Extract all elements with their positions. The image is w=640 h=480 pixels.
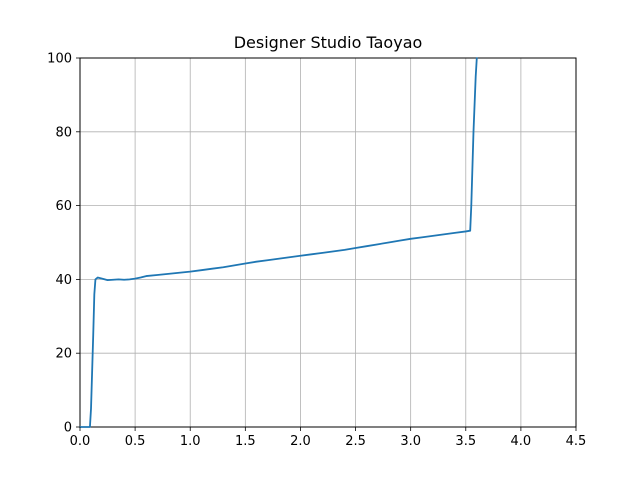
series-layer (79, 57, 478, 428)
x-tick-label: 1.5 (235, 434, 256, 449)
x-tick-label: 4.5 (566, 434, 587, 449)
chart-title: Designer Studio Taoyao (234, 33, 423, 52)
x-tick-label: 4.0 (511, 434, 532, 449)
y-tick-label: 20 (55, 347, 72, 362)
y-tick-label: 60 (55, 199, 72, 214)
x-tick-label: 1.0 (180, 434, 201, 449)
series-line (79, 57, 478, 428)
y-tick-label: 100 (47, 52, 72, 67)
x-tick-label: 2.5 (345, 434, 366, 449)
x-tick-label: 3.5 (455, 434, 476, 449)
x-axis: 0.0 0.5 1.0 1.5 2.0 2.5 3.0 3.5 4.0 4.5 (70, 427, 587, 449)
y-axis: 0 20 40 60 80 100 (47, 52, 80, 436)
y-tick-label: 80 (55, 125, 72, 140)
x-tick-label: 2.0 (290, 434, 311, 449)
x-tick-label: 3.0 (400, 434, 421, 449)
y-tick-label: 40 (55, 273, 72, 288)
x-tick-label: 0.5 (125, 434, 146, 449)
plot-area (79, 57, 577, 428)
y-tick-label: 0 (64, 421, 72, 436)
x-tick-label: 0.0 (70, 434, 91, 449)
